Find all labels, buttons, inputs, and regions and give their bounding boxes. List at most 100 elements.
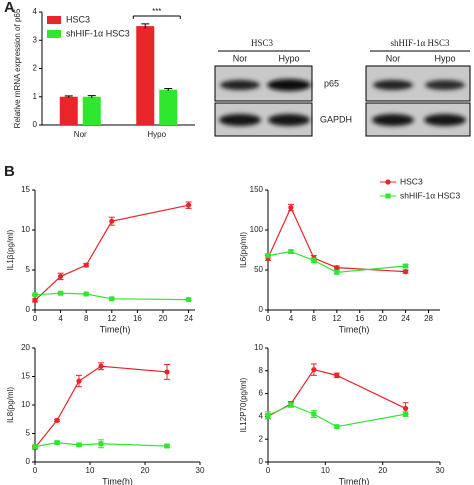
band [372, 114, 414, 126]
x-tick-label: 10 [321, 466, 330, 475]
x-tick-label: 20 [378, 314, 387, 323]
y-tick-label: 5 [26, 265, 31, 274]
point [288, 205, 294, 211]
legend-marker [385, 193, 391, 199]
x-tick-label: 10 [86, 466, 95, 475]
x-tick-label: 30 [196, 466, 205, 475]
x-tick-label: 8 [312, 314, 317, 323]
y-tick-label: 150 [250, 185, 264, 194]
sig-label: *** [152, 7, 161, 16]
band [424, 114, 466, 126]
point [288, 402, 294, 408]
line [34, 365, 168, 449]
y-tick-label: 4 [259, 412, 264, 421]
line [267, 404, 406, 428]
y-tick-label: 2 [259, 434, 264, 443]
y-axis-label: IL1β(pg/ml) [6, 229, 15, 270]
legend-label: shHIF-1α HSC3 [66, 28, 130, 38]
point [98, 441, 104, 447]
blot-lane: Hypo [434, 53, 455, 63]
x-tick-label: 20 [141, 466, 150, 475]
point [164, 369, 170, 375]
x-tick-label: 24 [401, 314, 410, 323]
blot-row-label: p65 [324, 78, 339, 88]
blot-lane: Hypo [278, 53, 299, 63]
y-tick-label: 10 [21, 225, 30, 234]
point [54, 417, 60, 423]
y-tick-label: 8 [259, 366, 264, 375]
y-axis-label: IL12P70(pg/ml) [239, 377, 248, 432]
band [220, 80, 260, 90]
point [403, 269, 409, 275]
point [76, 442, 82, 448]
legend-swatch [47, 30, 61, 38]
point [58, 290, 64, 296]
y-tick-label: 15 [21, 372, 30, 381]
band [219, 114, 261, 126]
point [164, 443, 170, 449]
point [32, 297, 38, 303]
x-tick-label: 4 [58, 314, 63, 323]
legend-swatch [47, 16, 61, 24]
band [373, 80, 413, 90]
y-tick-label: 50 [254, 265, 263, 274]
bar [59, 96, 78, 125]
point [54, 440, 60, 446]
band [267, 79, 311, 91]
point [403, 411, 409, 417]
x-axis-label: Time(h) [102, 476, 133, 485]
point [32, 444, 38, 450]
y-tick-label: 1 [33, 92, 38, 101]
y-tick-label: 10 [21, 400, 30, 409]
point [334, 269, 340, 275]
point [311, 257, 317, 263]
point [403, 405, 409, 412]
point [83, 262, 89, 268]
y-axis-label: IL6(pg/ml) [239, 232, 248, 268]
x-tick-label: 24 [184, 314, 193, 323]
x-tick-label: 0 [33, 466, 38, 475]
y-tick-label: 0 [26, 457, 31, 466]
panel-label: A [4, 0, 15, 16]
y-tick-label: 6 [259, 389, 264, 398]
point [334, 424, 340, 430]
x-tick-label: 16 [355, 314, 364, 323]
blot-lane: Nor [233, 53, 248, 63]
x-tick-label: 0 [266, 314, 271, 323]
band [425, 80, 465, 90]
blot-title: shHIF-1α HSC3 [391, 38, 450, 48]
point [265, 253, 271, 259]
legend-label: HSC3 [66, 14, 90, 24]
x-axis-label: Time(h) [339, 476, 370, 485]
x-tick-label: 16 [133, 314, 142, 323]
x-tick-label: 0 [266, 466, 271, 475]
x-tick-label: 8 [84, 314, 89, 323]
bar [82, 96, 101, 125]
x-tick-label: 0 [33, 314, 38, 323]
point [32, 292, 38, 298]
point [186, 202, 192, 208]
y-tick-label: 5 [26, 429, 31, 438]
y-tick-label: 0 [33, 120, 38, 129]
bar [136, 26, 155, 125]
point [403, 263, 409, 269]
blot-right: shHIF-1α HSC3 Nor Hypo [365, 38, 471, 137]
legend-marker [385, 179, 391, 185]
point [109, 296, 115, 302]
blot-left: HSC3 Nor Hypo [214, 38, 313, 137]
point [109, 218, 115, 224]
point [76, 378, 82, 384]
point [311, 411, 317, 417]
blot-title: HSC3 [251, 38, 274, 48]
y-tick-label: 0 [259, 457, 264, 466]
legend-label: shHIF-1α HSC3 [400, 190, 460, 200]
point [334, 265, 340, 271]
x-tick-label: 28 [424, 314, 433, 323]
y-tick-label: 2 [33, 64, 38, 73]
point [288, 249, 294, 255]
x-axis-label: Time(h) [339, 324, 370, 334]
y-tick-label: 20 [21, 343, 30, 352]
y-tick-label: 3 [33, 35, 38, 44]
y-tick-label: 4 [33, 7, 38, 16]
